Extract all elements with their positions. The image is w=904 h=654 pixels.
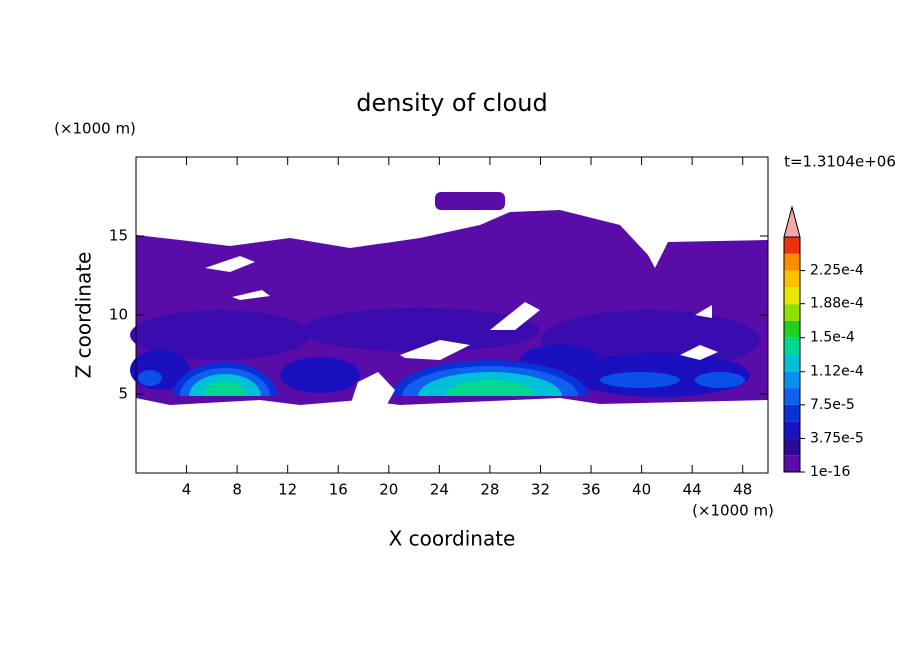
x-tick-label: 40	[632, 481, 651, 499]
colorbar-tick-label: 3.75e-5	[810, 430, 864, 446]
colorbar-extend	[783, 205, 801, 238]
colorbar-tick-label: 1.88e-4	[810, 296, 864, 312]
colorbar-bin	[784, 455, 800, 472]
x-tick-label: 24	[430, 481, 449, 499]
colorbar-bin	[784, 388, 800, 405]
y-unit: (×1000 m)	[54, 120, 136, 138]
x-tick-label: 12	[278, 481, 297, 499]
colorbar-bin	[784, 253, 800, 271]
x-tick-label: 48	[733, 481, 752, 499]
colorbar-bin	[784, 371, 800, 389]
colorbar-tick-label: 1e-16	[810, 464, 850, 480]
contour-field	[130, 192, 768, 406]
x-tick-label: 8	[232, 481, 242, 499]
colorbar-bin	[784, 287, 800, 305]
colorbar-bin	[784, 304, 800, 321]
y-tick-label: 10	[109, 306, 128, 324]
x-tick-label: 16	[329, 481, 348, 499]
x-unit: (×1000 m)	[692, 502, 774, 520]
time-label: t=1.3104e+06	[784, 153, 896, 171]
x-tick-label: 36	[581, 481, 600, 499]
colorbar-bin	[784, 337, 800, 355]
colorbar-bin	[784, 438, 800, 456]
colorbar-bin	[784, 320, 800, 338]
colorbar-bin	[784, 270, 800, 288]
x-tick-label: 32	[531, 481, 550, 499]
y-axis-label: Z coordinate	[72, 252, 96, 379]
y-tick-label: 5	[118, 385, 128, 403]
colorbar-bin	[784, 354, 800, 372]
colorbar-bin	[784, 237, 800, 254]
colorbar-tick-label: 1.5e-4	[810, 330, 855, 346]
x-tick-label: 4	[182, 481, 192, 499]
colorbar-tick-label: 7.5e-5	[810, 397, 855, 413]
x-tick-label: 28	[480, 481, 499, 499]
colorbar-bin	[784, 421, 800, 439]
colorbar-frame	[783, 236, 801, 473]
x-tick-label: 20	[379, 481, 398, 499]
colorbar-tick-label: 2.25e-4	[810, 263, 864, 279]
y-tick-label: 15	[109, 227, 128, 245]
x-tick-label: 44	[683, 481, 702, 499]
chart-title: density of cloud	[356, 89, 547, 117]
colorbar-bin	[784, 404, 800, 422]
x-axis-label: X coordinate	[389, 527, 516, 551]
colorbar-tick-label: 1.12e-4	[810, 364, 864, 380]
